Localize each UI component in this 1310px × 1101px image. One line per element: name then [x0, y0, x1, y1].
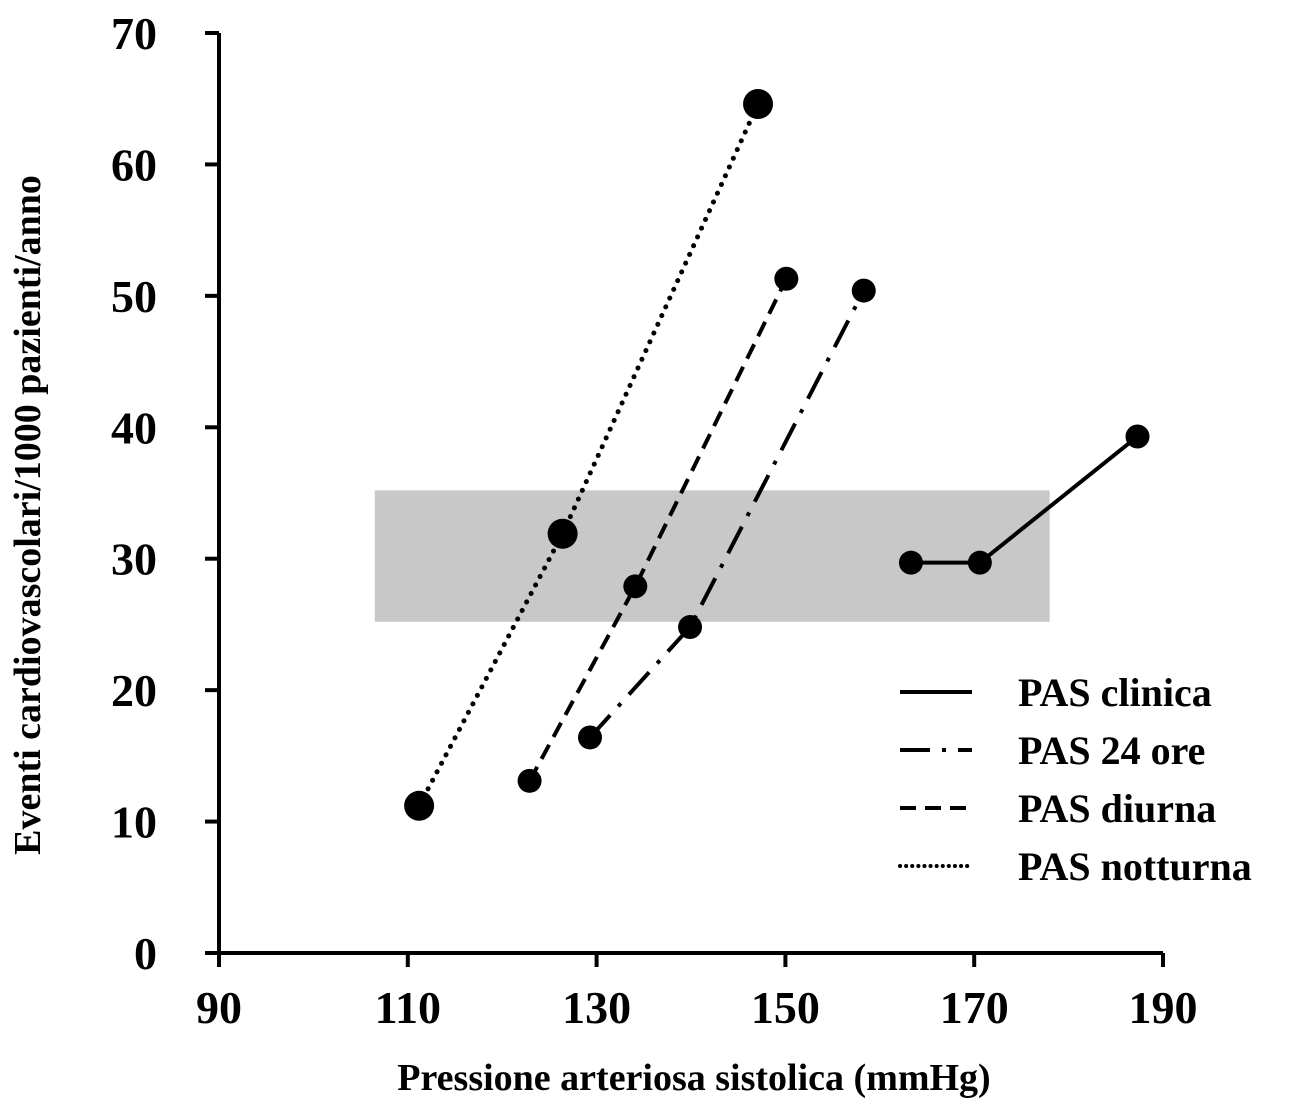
x-tick-label: 190	[1129, 982, 1198, 1033]
y-tick-label: 0	[134, 928, 157, 979]
data-point-pas-24-ore	[851, 278, 876, 303]
data-point-pas-clinica	[898, 550, 923, 575]
data-point-pas-24-ore	[577, 725, 602, 750]
series-line-pas-notturna	[416, 101, 761, 809]
data-point-pas-diurna	[623, 574, 648, 599]
y-tick-label: 10	[111, 797, 157, 848]
data-point-pas-diurna	[774, 266, 799, 291]
shaded-region-layer	[374, 490, 1050, 622]
x-axis-label: Pressione arteriosa sistolica (mmHg)	[397, 1057, 990, 1099]
legend-label-pas-notturna: PAS notturna	[1018, 844, 1252, 889]
axes	[217, 33, 1163, 955]
data-point-pas-clinica	[1125, 424, 1150, 449]
legend-label-pas-24-ore: PAS 24 ore	[1018, 728, 1205, 773]
y-tick-label: 40	[111, 402, 157, 453]
x-tick-label: 110	[375, 982, 441, 1033]
y-tick-label: 70	[111, 8, 157, 59]
legend-label-pas-diurna: PAS diurna	[1018, 786, 1216, 831]
y-axis-label: Eventi cardiovascolari/1000 pazienti/ann…	[7, 175, 49, 855]
x-tick-label: 150	[751, 982, 820, 1033]
data-point-pas-notturna	[404, 790, 435, 821]
y-tick-label: 30	[111, 534, 157, 585]
x-tick-label: 170	[940, 982, 1009, 1033]
y-tick-label: 20	[111, 665, 157, 716]
y-ticks: 0 10 20 30 40 50 60 70	[111, 8, 219, 979]
x-ticks: 90 110 130 150 170 190	[196, 953, 1198, 1033]
x-tick-label: 90	[196, 982, 242, 1033]
y-tick-label: 60	[111, 139, 157, 190]
data-point-pas-24-ore	[678, 615, 703, 640]
shaded-band	[374, 490, 1050, 622]
legend: PAS clinica PAS 24 ore PAS diurna PAS nottu…	[898, 670, 1252, 889]
data-point-pas-notturna	[743, 88, 774, 119]
y-tick-label: 50	[111, 271, 157, 322]
data-point-pas-diurna	[517, 768, 542, 793]
legend-label-pas-clinica: PAS clinica	[1018, 670, 1212, 715]
x-tick-label: 130	[562, 982, 631, 1033]
series-lines	[404, 88, 1150, 821]
data-point-pas-clinica	[967, 550, 992, 575]
data-point-pas-notturna	[547, 518, 578, 549]
